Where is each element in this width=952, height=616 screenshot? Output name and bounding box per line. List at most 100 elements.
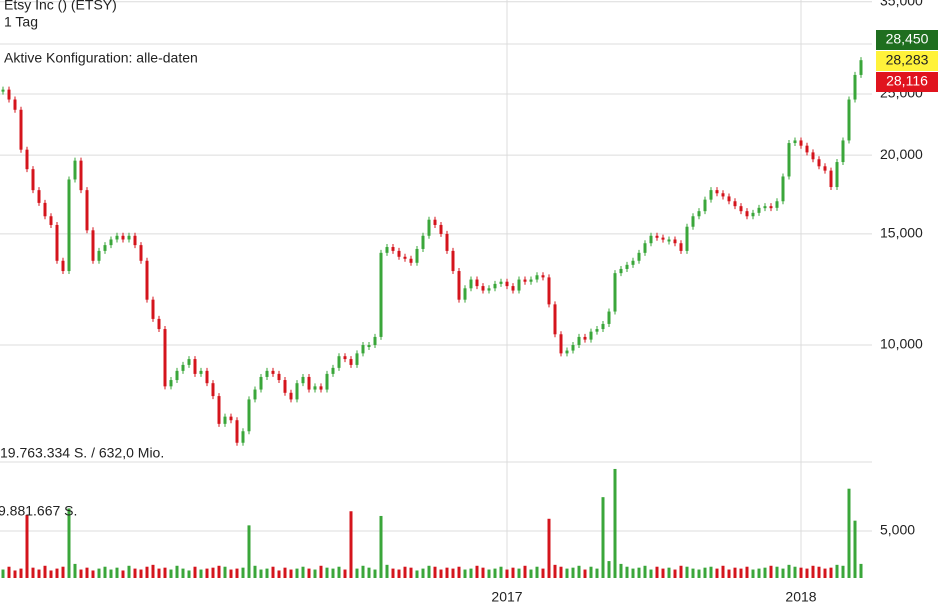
volume-bar [715,568,719,578]
marks [1,57,863,578]
candle-body [37,190,41,203]
candle-body [109,239,113,246]
volume-bar [367,567,371,578]
volume-bar [631,568,635,578]
volume-bar [271,566,275,578]
candle-body [781,176,785,202]
candle-body [79,160,83,191]
volume-bar [7,566,11,578]
y-tick-label: 35,000 [880,0,923,8]
candle-body [121,235,125,240]
candle-body [511,286,515,291]
candle-body [187,359,191,365]
x-tick-label: 2018 [785,589,816,605]
candle-body [835,162,839,188]
candle-body [583,336,587,340]
volume-bar [391,568,395,578]
candle-body [289,392,293,400]
volume-bar [577,565,581,578]
candle-body [283,380,287,393]
volume-bar [151,564,155,578]
candle-body [847,99,851,141]
candle-body [421,235,425,249]
volume-bar [535,566,539,578]
candle-body [133,235,137,246]
candle-body [763,206,767,209]
volume-bar [667,567,671,578]
candle-body [679,243,683,251]
volume-bar [697,569,701,578]
volume-bar [529,569,533,578]
volume-bar [397,569,401,578]
y-tick-label: 20,000 [880,146,923,162]
candle-body [175,370,179,381]
candle-body [709,190,713,200]
volume-bar [181,568,185,578]
volume-bar [487,569,491,578]
volume-bar [67,508,71,578]
candle-body [643,243,647,253]
price-badge [876,30,938,50]
candle-body [67,179,71,272]
candle-body [277,373,281,381]
volume-bar [595,568,599,578]
volume-bar [97,568,101,578]
volume-bar [817,566,821,578]
candle-body [703,199,707,212]
candle-body [331,367,335,374]
volume-bar [733,567,737,578]
candle-body [19,109,23,150]
volume-bar [277,570,281,578]
candle-body [253,389,257,400]
volume-bar [679,565,683,578]
volume-bar [769,565,773,578]
candle-body [265,370,269,377]
volume-bar [709,566,713,578]
volume-bar [523,565,527,578]
volume-bar [547,518,551,578]
candle-body [619,268,623,274]
volume-bar [385,564,389,578]
candle-body [229,416,233,421]
volume-bar [685,566,689,578]
volume-bar [133,568,137,578]
volume-bar [217,565,221,578]
volume-bar [463,569,467,578]
candle-body [811,152,815,160]
volume-bar [265,568,269,578]
candle-body [295,383,299,400]
volume-bar [205,568,209,578]
candle-body [367,345,371,348]
candle-body [451,250,455,272]
volume-bar [355,568,359,578]
candle-body [673,239,677,244]
candle-body [439,224,443,234]
candle-body [571,345,575,351]
volume-bar [235,568,239,578]
volume-bar [781,568,785,578]
volume-bar [625,566,629,578]
candle-body [271,370,275,374]
y-tick-label: 15,000 [880,225,923,241]
candle-body [505,281,509,287]
candle-body [859,60,863,75]
candle-body [139,245,143,261]
volume-bar [379,515,383,578]
candle-body [745,211,749,217]
volume-bar [175,565,179,578]
candle-body [385,247,389,253]
candle-body [559,334,563,354]
candle-body [43,202,47,217]
volume-bar [211,567,215,578]
volume-bar [493,568,497,578]
candle-body [697,211,701,217]
volume-bar [433,566,437,578]
volume-bar [727,569,731,578]
candle-body [823,166,827,171]
chart-title: Etsy Inc () (ETSY) [4,0,117,13]
volume-bar [799,567,803,578]
volume-bar [661,568,665,578]
candle-body [691,216,695,227]
volume-bar [613,468,617,578]
price-badge [876,72,938,92]
